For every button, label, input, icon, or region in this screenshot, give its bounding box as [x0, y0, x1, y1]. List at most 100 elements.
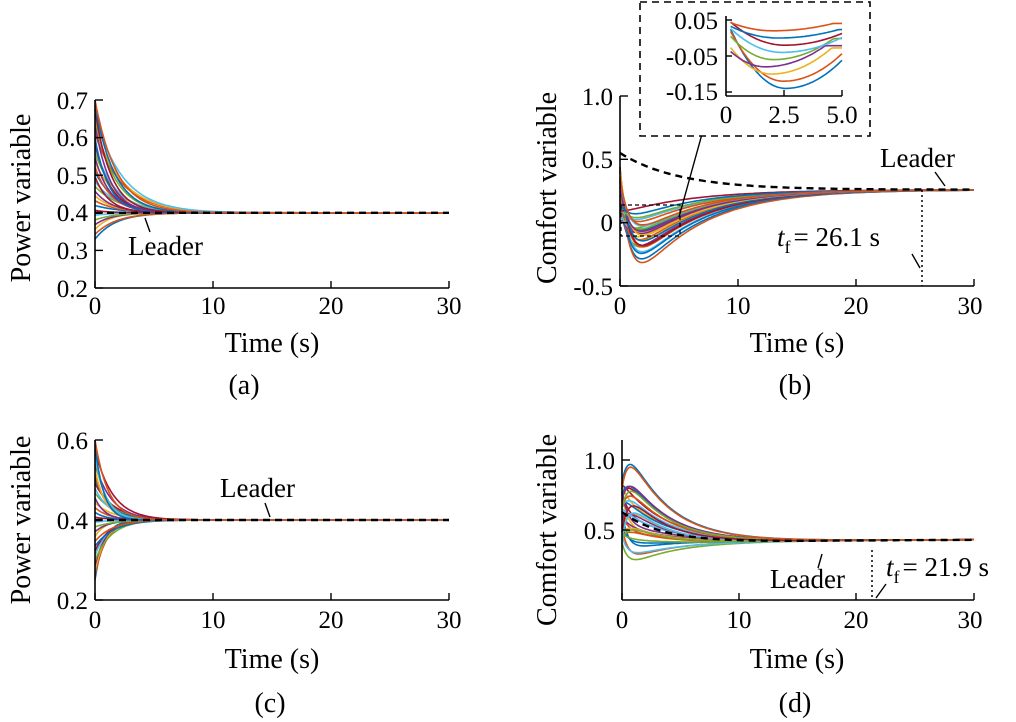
panel-b-zoom-pointer — [678, 133, 703, 218]
panel-a-series-line-28 — [94, 104, 449, 214]
panel-c-series-line-5 — [94, 519, 449, 557]
panel-b-panel-label: (b) — [779, 370, 812, 401]
panel-b-inset-xtick-1: 2.5 — [768, 102, 799, 129]
panel-b-inset-series-line-3 — [730, 44, 842, 68]
panel-c-leader-pointer — [264, 502, 271, 518]
panel-d-xtick-3: 30 — [958, 607, 983, 634]
panel-b-ylabel: Comfort variable — [532, 92, 563, 284]
panel-b-inset-ytick-1: -0.05 — [666, 44, 718, 71]
panel-d-xtick-1: 10 — [727, 607, 752, 634]
panel-b-xtick-1: 10 — [726, 293, 751, 320]
panel-a-xtick-2: 20 — [319, 293, 344, 320]
panel-d: 0.5 1.0 0 10 20 30 Time (s) Comfort vari… — [532, 434, 989, 719]
panel-a-ytick-5: 0.7 — [57, 88, 88, 115]
panel-d-x-ticks — [621, 593, 975, 600]
panel-d-y-ticks — [622, 459, 630, 531]
panel-c-series-line-1 — [94, 519, 449, 576]
panel-c-leader-annotation: Leader — [220, 473, 295, 503]
panel-c-xtick-2: 20 — [319, 607, 344, 634]
panel-c-series-line-9 — [94, 519, 449, 537]
panel-c-ytick-0: 0.2 — [57, 588, 88, 615]
panel-b-inset-ytick-2: -0.15 — [666, 79, 718, 106]
panel-a-xtick-0: 0 — [89, 293, 102, 320]
panel-a-xtick-3: 30 — [437, 293, 462, 320]
panel-a-ylabel: Power variable — [6, 114, 37, 283]
panel-b-xlabel: Time (s) — [750, 328, 845, 359]
panel-b-inset-ytick-0: 0.05 — [674, 8, 718, 35]
panel-c-xtick-3: 30 — [437, 607, 462, 634]
panel-c-ytick-1: 0.4 — [57, 508, 89, 535]
panel-c-ytick-2: 0.6 — [57, 428, 88, 455]
panel-d-tf-label: tf = 21.9 s — [886, 552, 989, 587]
panel-b-inset-ticks — [726, 19, 843, 96]
panel-b-leader-line — [619, 151, 974, 191]
panel-c-series-line-6 — [94, 519, 449, 552]
panel-a-y-ticks — [95, 99, 103, 289]
panel-b-series — [619, 166, 975, 264]
panel-b-leader-annotation: Leader — [880, 143, 955, 173]
panel-d-ytick-1: 1.0 — [584, 448, 615, 475]
panel-a-ytick-2: 0.4 — [57, 200, 89, 227]
panel-a-panel-label: (a) — [228, 370, 259, 401]
panel-a-series-line-27 — [94, 109, 449, 214]
panel-b-inset-series-line-6 — [730, 21, 843, 46]
panel-d-leader-pointer — [817, 553, 823, 569]
panel-b-inset-series-line-2 — [729, 47, 842, 75]
panel-c-xlabel: Time (s) — [225, 644, 320, 675]
panel-d-leader-annotation: Leader — [770, 564, 845, 594]
panel-d-xtick-0: 0 — [616, 607, 629, 634]
panel-a-ytick-4: 0.6 — [57, 125, 88, 152]
panel-b-inset-xtick-0: 0 — [720, 102, 733, 129]
panel-b-inset: 0.05 -0.05 -0.15 0 2.5 5.0 — [639, 1, 871, 137]
panel-d-ylabel: Comfort variable — [532, 434, 563, 626]
panel-b-tf-pointer — [911, 253, 921, 269]
panel-c-ylabel: Power variable — [6, 436, 37, 605]
panel-b-ytick-2: 0.5 — [582, 147, 613, 174]
panel-c-xtick-1: 10 — [201, 607, 226, 634]
panel-c-xtick-0: 0 — [89, 607, 102, 634]
panel-c-series-line-8 — [94, 519, 449, 542]
panel-b-zoom-box — [620, 204, 681, 237]
panel-c-series-line-0 — [94, 519, 449, 581]
panel-a-ytick-1: 0.3 — [57, 238, 88, 265]
panel-b-ytick-3: 1.0 — [582, 84, 613, 111]
panel-a-series-line-17 — [94, 157, 449, 214]
panel-b-inset-series-line-0 — [729, 28, 843, 90]
panel-d-ytick-0: 0.5 — [584, 518, 615, 545]
panel-c-x-ticks — [94, 593, 450, 600]
panel-a-series-line-29 — [94, 99, 449, 214]
panel-b-inset-xtick-2: 5.0 — [826, 102, 857, 129]
panel-b-xtick-0: 0 — [614, 293, 627, 320]
panel-a-leader-pointer — [144, 217, 151, 233]
panel-c-series — [94, 439, 449, 581]
panel-a-ytick-3: 0.5 — [57, 163, 88, 190]
panel-b-inset-series-line-1 — [729, 31, 843, 82]
panel-b-inset-series-line-5 — [730, 28, 843, 54]
panel-b: -0.5 0 0.5 1.0 0 10 20 30 Time (s) Comfo… — [532, 1, 983, 401]
panel-a-xlabel: Time (s) — [225, 328, 320, 359]
panel-a-xtick-1: 10 — [201, 293, 226, 320]
panel-b-inset-series — [729, 21, 843, 90]
panel-b-tf-label: tf = 26.1 s — [777, 222, 880, 257]
panel-a: 0.2 0.3 0.4 0.5 0.6 0.7 0 10 20 30 Time … — [6, 88, 462, 401]
panel-b-ytick-0: -0.5 — [573, 274, 613, 301]
panel-a-ytick-0: 0.2 — [57, 276, 88, 303]
panel-a-series-line-26 — [94, 114, 449, 214]
panel-a-leader-annotation: Leader — [128, 231, 203, 261]
panel-b-xtick-3: 30 — [958, 293, 983, 320]
panel-b-series-line-29 — [619, 177, 974, 226]
panel-d-leader-line — [621, 510, 975, 542]
panel-a-series — [94, 99, 449, 240]
panel-c-series-line-2 — [94, 519, 449, 571]
panel-b-xtick-2: 20 — [844, 293, 869, 320]
panel-b-ytick-1: 0 — [601, 210, 614, 237]
panel-c-series-line-3 — [94, 519, 449, 566]
panel-a-x-ticks — [94, 281, 450, 288]
panel-b-x-ticks — [619, 279, 975, 286]
panel-a-series-line-23 — [94, 128, 449, 214]
panel-c-series-line-4 — [94, 519, 449, 561]
panel-d-series — [621, 463, 974, 561]
panel-b-inset-series-line-7 — [730, 25, 842, 39]
panel-d-panel-label: (d) — [779, 688, 812, 719]
